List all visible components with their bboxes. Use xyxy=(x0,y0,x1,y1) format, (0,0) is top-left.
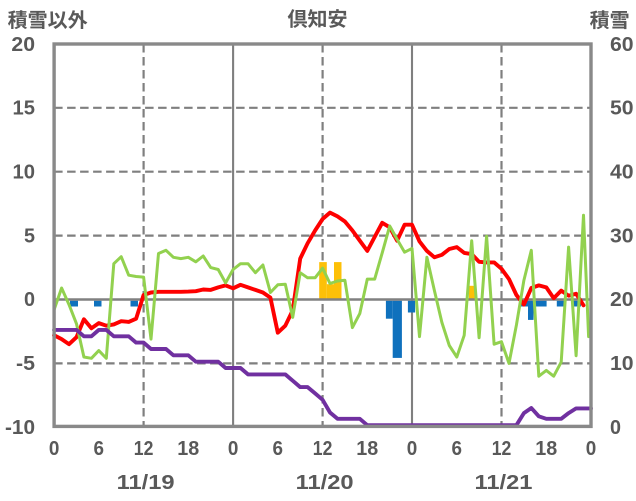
svg-text:12: 12 xyxy=(492,438,512,460)
svg-text:0: 0 xyxy=(24,289,35,311)
svg-text:40: 40 xyxy=(610,162,634,184)
svg-text:0: 0 xyxy=(228,438,239,460)
svg-text:11/19: 11/19 xyxy=(117,472,175,494)
svg-text:18: 18 xyxy=(356,438,378,460)
svg-text:20: 20 xyxy=(610,289,634,311)
svg-text:11/21: 11/21 xyxy=(475,472,533,494)
svg-text:10: 10 xyxy=(610,353,634,375)
svg-text:30: 30 xyxy=(610,225,634,247)
svg-text:0: 0 xyxy=(407,438,418,460)
svg-text:15: 15 xyxy=(13,98,36,120)
svg-text:0: 0 xyxy=(610,417,621,439)
svg-text:50: 50 xyxy=(610,98,634,120)
svg-text:0: 0 xyxy=(49,438,60,460)
svg-text:20: 20 xyxy=(11,34,35,56)
svg-text:6: 6 xyxy=(273,438,284,460)
svg-text:10: 10 xyxy=(13,162,36,184)
svg-text:6: 6 xyxy=(452,438,463,460)
svg-text:12: 12 xyxy=(134,438,154,460)
svg-text:0: 0 xyxy=(586,438,597,460)
svg-text:60: 60 xyxy=(610,34,634,56)
svg-text:18: 18 xyxy=(535,438,557,460)
svg-text:12: 12 xyxy=(313,438,333,460)
svg-text:6: 6 xyxy=(94,438,105,460)
svg-text:5: 5 xyxy=(24,225,35,247)
svg-text:11/20: 11/20 xyxy=(296,472,354,494)
svg-text:-5: -5 xyxy=(16,353,35,375)
svg-text:-10: -10 xyxy=(5,417,35,439)
svg-text:18: 18 xyxy=(177,438,199,460)
